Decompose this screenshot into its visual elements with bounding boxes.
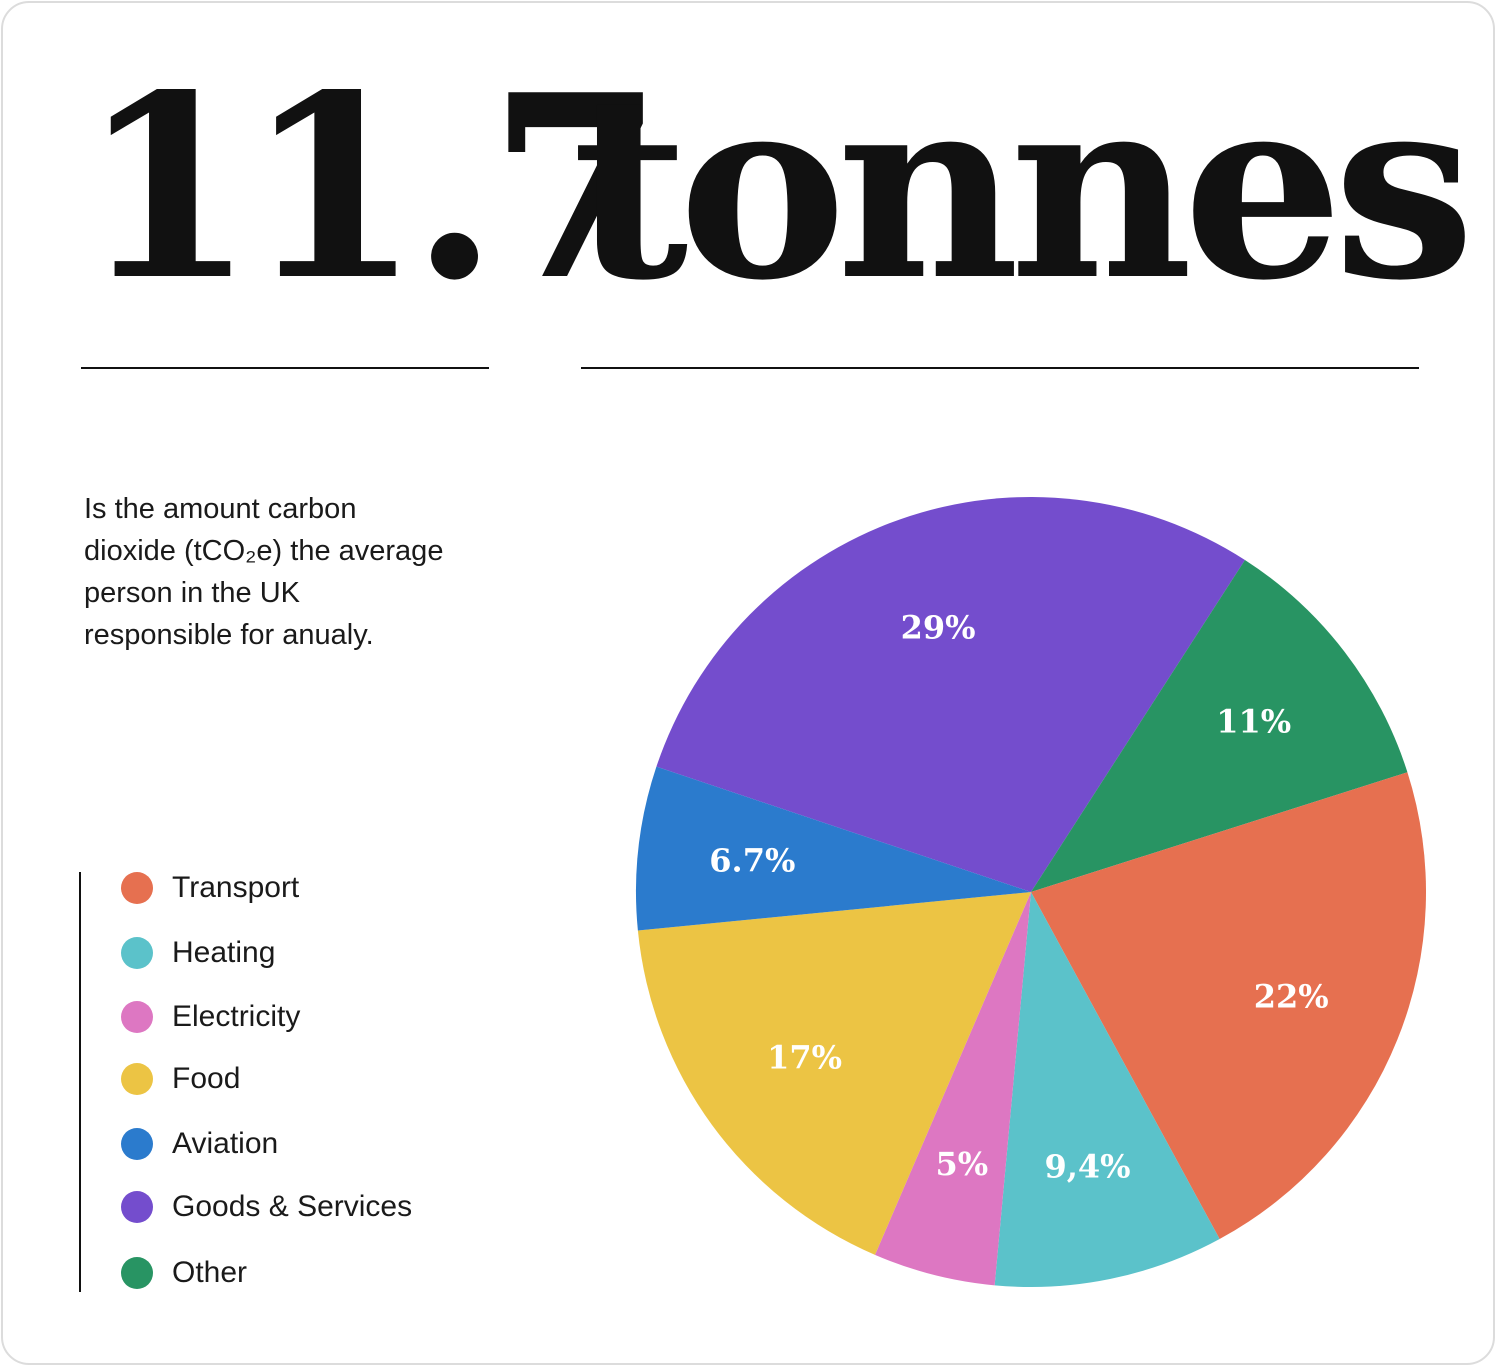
slice-label: 5% <box>936 1145 989 1183</box>
slice-label: 29% <box>901 608 976 646</box>
description-line: responsible for anualy. <box>84 619 374 651</box>
legend-label: Transport <box>172 871 300 904</box>
legend-swatch <box>121 1191 153 1223</box>
legend-label: Heating <box>172 936 276 969</box>
slice-label: 22% <box>1254 978 1329 1016</box>
legend-swatch <box>121 937 153 969</box>
pie-slice <box>637 892 1031 1255</box>
description: Is the amount carbon dioxide (tCO₂e) the… <box>84 488 514 656</box>
description-line: person in the UK <box>84 577 301 609</box>
legend-divider <box>79 872 81 1292</box>
slice-label: 6.7% <box>709 841 795 879</box>
slice-label: 11% <box>1216 703 1291 741</box>
divider-left <box>81 367 489 369</box>
legend-label: Food <box>172 1062 241 1095</box>
slice-label: 9,4% <box>1044 1148 1130 1186</box>
pie-slice <box>656 497 1245 892</box>
pie-slice <box>1031 559 1408 892</box>
pie-slice <box>994 892 1220 1287</box>
legend-label: Aviation <box>172 1127 279 1160</box>
legend-item: Other <box>121 1256 247 1290</box>
legend-item: Transport <box>121 871 299 905</box>
legend-label: Goods & Services <box>172 1190 413 1223</box>
headline-unit: tonnes <box>572 40 1475 336</box>
legend-item: Aviation <box>121 1127 278 1161</box>
legend-swatch <box>121 1257 153 1289</box>
legend-label: Electricity <box>172 1000 301 1033</box>
legend-item: Goods & Services <box>121 1190 412 1224</box>
legend-item: Electricity <box>121 1000 300 1034</box>
legend-item: Food <box>121 1062 240 1096</box>
legend-swatch <box>121 1063 153 1095</box>
description-line: dioxide (tCO₂e) the average <box>84 535 444 567</box>
legend-swatch <box>121 1128 153 1160</box>
pie-slice <box>636 766 1031 931</box>
legend-swatch <box>121 1001 153 1033</box>
description-line: Is the amount carbon <box>84 493 357 525</box>
slice-label: 17% <box>767 1038 842 1076</box>
divider-right <box>581 367 1419 369</box>
pie-slice <box>1031 772 1426 1240</box>
headline-number: 11.7 <box>80 40 664 336</box>
legend-item: Heating <box>121 936 275 970</box>
pie-slice <box>874 892 1031 1286</box>
legend-label: Other <box>172 1256 248 1289</box>
legend-swatch <box>121 872 153 904</box>
